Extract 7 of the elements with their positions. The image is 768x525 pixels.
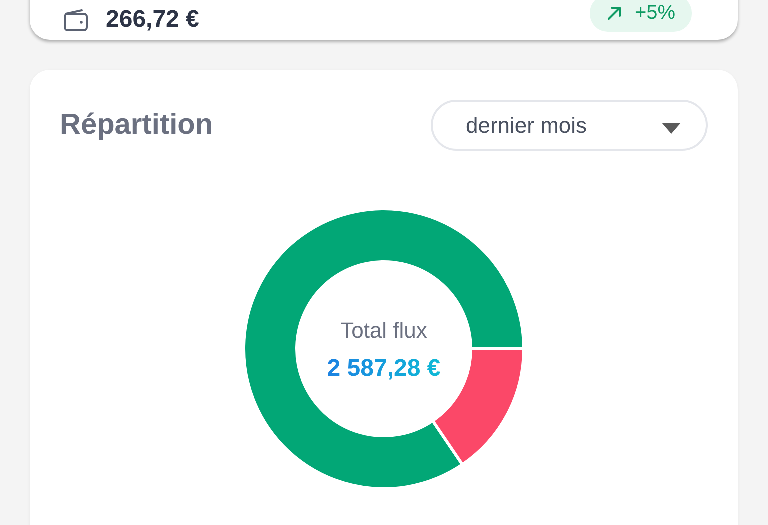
dropdown: dernier mois: [431, 100, 708, 151]
chart-subtitle: dernier mois: [466, 112, 588, 138]
text: 266,72 €: [106, 6, 200, 34]
text: Total flux: [340, 317, 428, 345]
badge: +5%: [590, 0, 692, 32]
chart-title: Répartition: [60, 108, 214, 143]
text: 2 587,28 €: [327, 355, 441, 382]
